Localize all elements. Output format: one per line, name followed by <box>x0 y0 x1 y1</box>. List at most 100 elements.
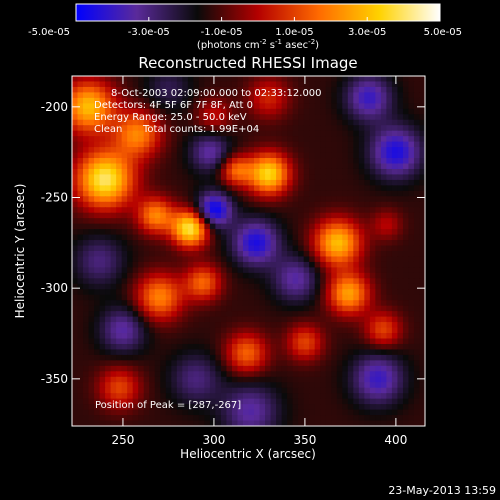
heatmap-cell <box>413 272 421 280</box>
heatmap-cell <box>72 261 79 269</box>
heatmap-cell <box>303 365 310 373</box>
heatmap-cell <box>110 294 117 301</box>
heatmap-cell <box>270 196 277 203</box>
heatmap-cell <box>242 212 250 219</box>
heatmap-cell <box>270 360 277 367</box>
heatmap-cell <box>215 240 222 247</box>
heatmap-cell <box>281 136 288 143</box>
heatmap-cell <box>259 354 266 362</box>
heatmap-cell <box>116 168 123 176</box>
heatmap-cell <box>270 338 277 345</box>
heatmap-cell <box>127 278 134 285</box>
heatmap-cell <box>237 327 244 334</box>
heatmap-cell <box>342 114 349 121</box>
heatmap-cell <box>88 300 95 307</box>
heatmap-cell <box>303 152 310 159</box>
heatmap-cell <box>121 387 128 394</box>
heatmap-cell <box>204 376 211 383</box>
heatmap-cell <box>248 147 255 154</box>
heatmap-cell <box>72 141 79 148</box>
heatmap-cell <box>121 283 128 290</box>
heatmap-cell <box>127 393 134 400</box>
heatmap-cell <box>204 136 211 143</box>
heatmap-cell <box>413 130 421 137</box>
heatmap-cell <box>331 420 338 426</box>
heatmap-cell <box>187 267 195 274</box>
heatmap-cell <box>331 86 338 94</box>
heatmap-cell <box>72 300 79 307</box>
heatmap-cell <box>265 393 272 400</box>
heatmap-cell <box>77 136 84 143</box>
heatmap-cell <box>408 376 415 383</box>
heatmap-cell <box>220 207 228 214</box>
heatmap-cell <box>292 376 299 383</box>
heatmap-cell <box>386 108 393 115</box>
heatmap-cell <box>193 343 200 351</box>
heatmap-cell <box>116 179 123 187</box>
heatmap-cell <box>303 147 310 154</box>
heatmap-cell <box>336 212 343 219</box>
heatmap-cell <box>331 349 338 356</box>
heatmap-cell <box>105 289 112 296</box>
heatmap-cell <box>254 141 261 148</box>
heatmap-cell <box>342 256 349 263</box>
heatmap-cell <box>176 267 184 274</box>
heatmap-cell <box>380 223 388 230</box>
heatmap-cell <box>154 404 161 411</box>
heatmap-cell <box>380 234 388 241</box>
heatmap-cell <box>83 201 90 208</box>
heatmap-cell <box>171 278 178 285</box>
heatmap-cell <box>408 130 415 137</box>
heatmap-cell <box>391 382 399 389</box>
heatmap-cell <box>105 119 112 126</box>
heatmap-cell <box>198 398 206 405</box>
heatmap-cell <box>342 223 349 230</box>
heatmap-cell <box>88 212 95 219</box>
heatmap-cell <box>336 327 343 334</box>
heatmap-cell <box>309 300 316 307</box>
heatmap-cell <box>331 387 338 394</box>
heatmap-cell <box>397 86 404 94</box>
heatmap-cell <box>386 147 393 154</box>
heatmap-cell <box>143 223 150 230</box>
heatmap-cell <box>353 119 360 126</box>
heatmap-cell <box>226 201 233 208</box>
heatmap-cell <box>254 229 261 236</box>
heatmap-cell <box>149 398 156 405</box>
heatmap-cell <box>176 86 184 94</box>
heatmap-cell <box>419 223 425 230</box>
heatmap-cell <box>320 305 327 312</box>
heatmap-cell <box>226 125 233 132</box>
heatmap-cell <box>198 338 206 345</box>
heatmap-cell <box>386 179 393 187</box>
heatmap-cell <box>353 240 360 247</box>
heatmap-cell <box>248 333 255 340</box>
heatmap-cell <box>242 382 250 389</box>
heatmap-cell <box>110 387 117 394</box>
heatmap-cell <box>276 327 283 334</box>
heatmap-cell <box>408 86 415 94</box>
heatmap-cell <box>259 125 266 132</box>
heatmap-cell <box>364 190 371 198</box>
heatmap-cell <box>110 97 117 105</box>
heatmap-cell <box>413 311 421 318</box>
heatmap-cell <box>336 305 343 312</box>
heatmap-cell <box>149 223 156 230</box>
heatmap-cell <box>364 404 371 411</box>
heatmap-cell <box>413 218 421 225</box>
heatmap-cell <box>309 316 316 323</box>
heatmap-cell <box>347 207 355 214</box>
heatmap-cell <box>292 338 299 345</box>
heatmap-cell <box>176 92 184 99</box>
heatmap-cell <box>143 398 150 405</box>
heatmap-cell <box>248 387 255 394</box>
heatmap-cell <box>358 174 366 181</box>
heatmap-cell <box>413 152 421 159</box>
heatmap-cell <box>259 349 266 356</box>
heatmap-cell <box>320 179 327 187</box>
heatmap-cell <box>132 240 139 247</box>
heatmap-cell <box>276 240 283 247</box>
heatmap-cell <box>259 278 266 285</box>
heatmap-cell <box>397 168 404 176</box>
heatmap-cell <box>292 316 299 323</box>
